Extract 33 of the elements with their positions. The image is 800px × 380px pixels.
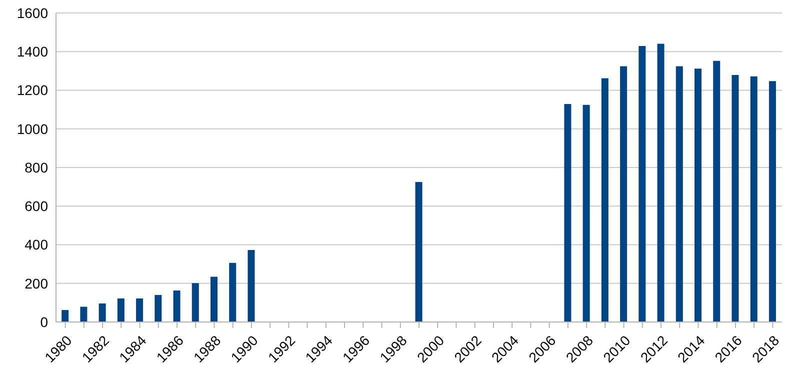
bar — [750, 76, 758, 322]
bar — [564, 104, 572, 322]
bar — [136, 298, 144, 322]
y-tick-label: 600 — [24, 198, 48, 214]
bar — [173, 290, 180, 322]
bar — [601, 78, 608, 322]
bar — [582, 104, 590, 322]
bar — [229, 262, 236, 322]
bar — [192, 283, 199, 322]
y-tick-label: 400 — [24, 236, 48, 253]
bar — [732, 74, 739, 322]
bar — [98, 303, 106, 322]
bar — [768, 81, 776, 322]
bar — [117, 298, 124, 322]
bar — [154, 294, 162, 322]
y-tick-label: 1400 — [16, 44, 48, 60]
bar — [620, 66, 628, 322]
y-tick-label: 800 — [24, 159, 48, 176]
y-tick-label: 200 — [24, 275, 48, 292]
bar — [713, 60, 720, 322]
bar — [248, 250, 255, 322]
bar — [80, 306, 88, 322]
y-tick-label: 1200 — [16, 82, 48, 98]
y-tick-label: 0 — [40, 314, 48, 330]
bar — [694, 68, 702, 322]
y-tick-label: 1600 — [16, 4, 48, 21]
y-tick-label: 1000 — [16, 120, 48, 137]
bar — [638, 46, 646, 322]
bar — [415, 182, 422, 322]
bar — [62, 310, 69, 322]
bar — [676, 66, 683, 322]
bar — [210, 276, 218, 322]
bar — [657, 44, 664, 322]
